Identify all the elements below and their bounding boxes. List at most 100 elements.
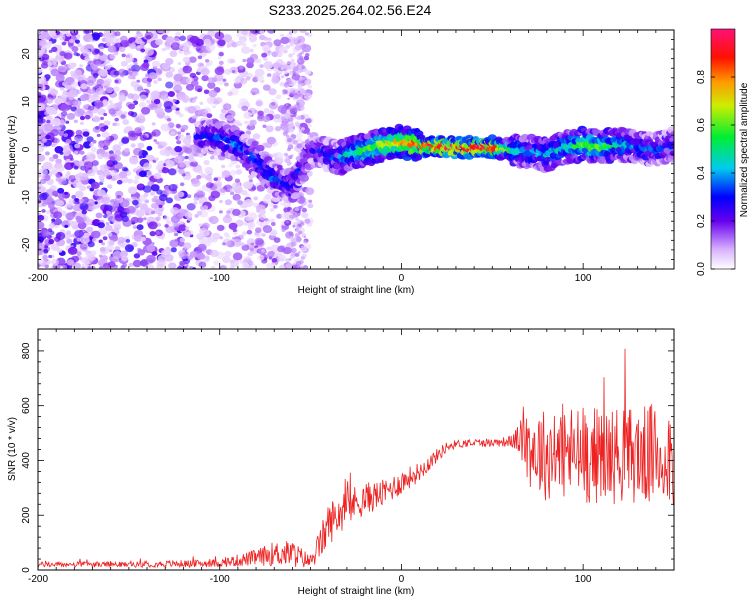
noise-cell xyxy=(214,67,225,75)
noise-cell xyxy=(224,82,229,87)
noise-cell xyxy=(291,215,294,218)
noise-cell xyxy=(185,134,192,140)
noise-cell xyxy=(42,161,53,170)
noise-cell xyxy=(298,251,301,254)
noise-cell xyxy=(89,142,95,147)
noise-cell xyxy=(197,109,204,115)
noise-cell xyxy=(79,121,84,126)
snr-x-tick-label: -100 xyxy=(210,574,230,585)
noise-cell xyxy=(219,199,223,204)
noise-cell xyxy=(289,162,293,165)
noise-cell xyxy=(150,184,160,192)
noise-cell xyxy=(128,68,133,72)
noise-cell xyxy=(288,258,292,261)
noise-cell xyxy=(143,162,152,170)
noise-cell xyxy=(166,117,172,122)
noise-cell xyxy=(96,133,101,137)
noise-cell xyxy=(283,247,292,255)
noise-cell xyxy=(276,157,284,163)
noise-cell xyxy=(289,105,293,109)
noise-cell xyxy=(68,38,74,44)
noise-cell xyxy=(298,55,304,60)
noise-cell xyxy=(92,139,97,144)
noise-cell xyxy=(152,95,157,99)
noise-cell xyxy=(213,99,220,105)
noise-cell xyxy=(55,174,61,179)
noise-cell xyxy=(289,208,295,214)
noise-cell xyxy=(284,50,288,54)
noise-cell xyxy=(219,236,224,240)
noise-cell xyxy=(55,231,66,240)
noise-cell xyxy=(208,215,219,225)
noise-cell xyxy=(271,257,277,263)
noise-cell xyxy=(128,103,136,110)
colorbar-gradient xyxy=(710,28,736,270)
noise-cell xyxy=(226,44,231,48)
noise-cell xyxy=(109,103,116,109)
noise-cell xyxy=(210,190,221,199)
noise-cell xyxy=(241,105,249,112)
noise-cell xyxy=(216,224,225,232)
noise-cell xyxy=(170,215,181,224)
noise-cell xyxy=(308,199,313,203)
noise-cell xyxy=(179,162,186,168)
noise-cell xyxy=(155,216,161,221)
noise-cell xyxy=(112,160,118,165)
noise-cell xyxy=(79,235,90,244)
noise-cell xyxy=(136,30,141,35)
noise-cell xyxy=(259,30,265,35)
noise-cell xyxy=(121,137,130,145)
noise-cell xyxy=(114,246,121,251)
noise-cell xyxy=(137,248,142,252)
noise-cell xyxy=(91,65,98,71)
noise-cell xyxy=(68,89,78,98)
noise-cell xyxy=(118,171,128,179)
noise-cell xyxy=(183,231,191,238)
noise-cell xyxy=(134,175,141,180)
noise-cell xyxy=(179,220,184,225)
noise-cell xyxy=(61,41,67,46)
noise-cell xyxy=(71,46,79,52)
noise-cell xyxy=(133,84,143,92)
noise-cell xyxy=(51,169,58,176)
noise-cell xyxy=(229,169,237,176)
noise-cell xyxy=(41,31,50,39)
noise-cell xyxy=(109,156,116,161)
noise-cell xyxy=(291,237,296,242)
noise-cell xyxy=(130,111,138,118)
noise-cell xyxy=(51,259,59,266)
noise-cell xyxy=(286,126,292,131)
noise-cell xyxy=(268,256,273,260)
noise-cell xyxy=(169,226,175,231)
noise-cell xyxy=(65,120,70,124)
noise-cell xyxy=(300,128,305,132)
noise-cell xyxy=(83,141,92,149)
noise-cell xyxy=(65,212,75,221)
noise-cell xyxy=(249,48,254,53)
noise-cell xyxy=(217,39,226,47)
noise-cell xyxy=(51,143,56,148)
noise-cell xyxy=(263,142,270,148)
noise-cell xyxy=(69,70,75,76)
noise-cell xyxy=(201,229,210,237)
noise-cell xyxy=(149,231,156,237)
colorbar-tick-label: 0.8 xyxy=(696,70,707,84)
noise-cell xyxy=(244,199,254,207)
noise-cell xyxy=(210,265,216,269)
noise-cell xyxy=(59,50,66,57)
noise-cell xyxy=(122,119,130,125)
noise-cell xyxy=(165,58,174,65)
noise-cell xyxy=(188,266,194,269)
noise-cell xyxy=(175,31,182,37)
noise-cell xyxy=(101,242,105,246)
noise-cell xyxy=(292,30,298,34)
noise-cell xyxy=(70,81,79,88)
noise-cell xyxy=(155,141,160,145)
noise-cell xyxy=(290,154,294,157)
noise-cell xyxy=(166,146,172,151)
noise-cell xyxy=(270,218,276,223)
noise-cell xyxy=(74,229,84,238)
noise-cell xyxy=(53,211,63,219)
noise-cell xyxy=(297,84,303,89)
noise-cell xyxy=(82,156,87,160)
